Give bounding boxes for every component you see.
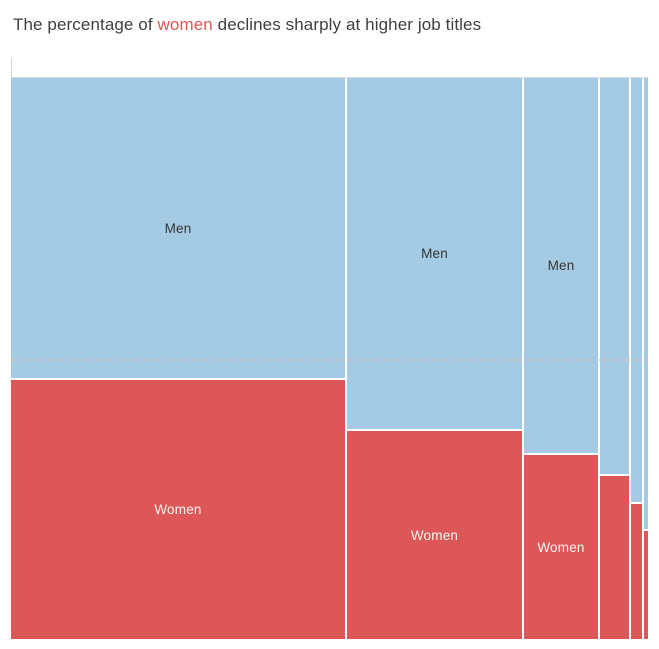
page-title: The percentage of women declines sharply… [13, 15, 481, 35]
men-segment[interactable]: Men [347, 78, 522, 429]
title-highlight-women: women [157, 15, 213, 34]
men-segment[interactable]: Men [11, 78, 345, 378]
marimekko-plot: Men Women Men Women Men Women [11, 77, 648, 639]
women-segment[interactable] [600, 476, 629, 639]
job-level-column: Men Women [524, 78, 598, 639]
men-label: Men [164, 220, 192, 236]
men-segment[interactable]: Men [524, 78, 598, 453]
women-label: Women [410, 527, 459, 543]
job-level-column: Men Women [11, 78, 345, 639]
men-segment[interactable] [644, 78, 648, 529]
men-segment[interactable] [631, 78, 642, 502]
women-label: Women [537, 539, 585, 555]
women-segment[interactable] [644, 531, 648, 639]
job-level-column [600, 78, 629, 639]
women-segment[interactable]: Women [11, 380, 345, 639]
women-label: Women [154, 502, 202, 517]
women-segment[interactable]: Women [524, 455, 598, 639]
job-level-column [631, 78, 642, 639]
title-prefix: The percentage of [13, 15, 158, 34]
men-label: Men [547, 258, 575, 273]
job-level-column: Men Women [347, 78, 522, 639]
y-axis-tick [11, 58, 12, 77]
women-segment[interactable] [631, 504, 642, 639]
title-suffix: declines sharply at higher job titles [212, 15, 482, 34]
job-level-column [644, 78, 648, 639]
women-segment[interactable]: Women [347, 431, 522, 639]
men-label: Men [421, 246, 448, 261]
men-segment[interactable] [600, 78, 629, 474]
